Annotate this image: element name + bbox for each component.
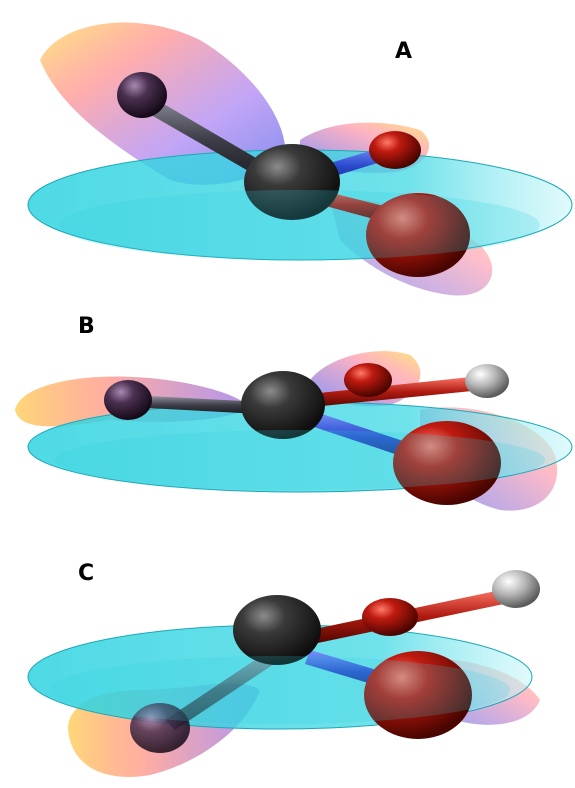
bond (300, 376, 482, 408)
panel-label-a: A (395, 39, 412, 64)
panel-label-c: C (78, 561, 94, 586)
plane-overlay (55, 430, 545, 490)
oxygen-atom (364, 651, 472, 739)
plane-overlay (60, 190, 540, 260)
bond (132, 90, 285, 188)
panel-b: B (15, 314, 573, 511)
substituent-atom (117, 72, 167, 118)
hydrogen-atom (465, 364, 509, 398)
oxygen-atom (393, 421, 501, 505)
oxygen-atom (344, 363, 392, 397)
panel-a: A (27, 22, 573, 296)
oxygen-atom (369, 131, 421, 169)
substituent-atom (104, 380, 152, 420)
plane-overlay (50, 656, 510, 724)
substituent-atom (130, 703, 190, 753)
bond (165, 650, 280, 730)
oxygen-atom (362, 598, 418, 636)
panel-label-b: B (78, 314, 95, 339)
carbon-atom (244, 144, 340, 220)
panel-c: C (27, 561, 540, 777)
carbon-atom (241, 371, 325, 439)
carbon-atom (233, 595, 321, 665)
hydrogen-atom (492, 570, 540, 608)
oxygen-atom (366, 193, 470, 277)
